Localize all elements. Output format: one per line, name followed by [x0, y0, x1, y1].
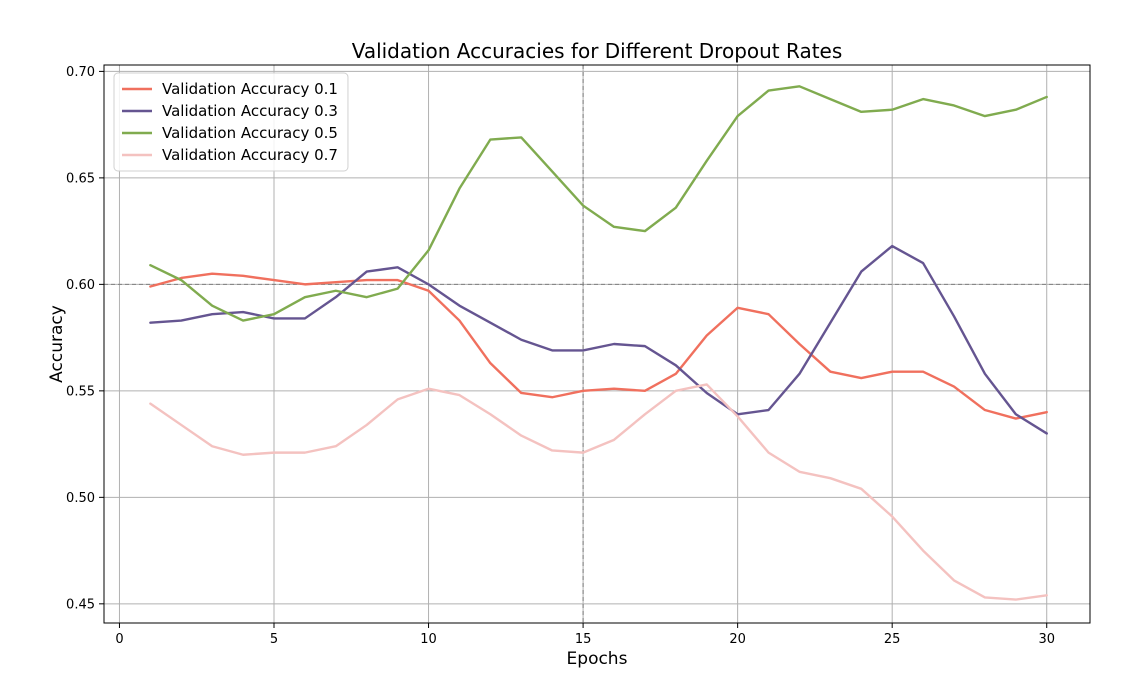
plot-frame	[103, 64, 1091, 624]
y-tick-label: 0.45	[66, 597, 95, 612]
x-tick-label: 25	[884, 632, 901, 647]
legend-box	[113, 72, 349, 172]
y-tick-label: 0.50	[66, 491, 95, 506]
y-tick-label: 0.65	[66, 171, 95, 186]
legend-label: Validation Accuracy 0.1	[162, 80, 338, 98]
legend-label: Validation Accuracy 0.3	[162, 102, 338, 120]
x-axis-title: Epochs	[567, 649, 628, 669]
series-line-3	[149, 85, 1048, 322]
series-line-1	[149, 272, 1048, 420]
chart-title: Validation Accuracies for Different Drop…	[352, 39, 843, 63]
series-line-2	[149, 244, 1048, 435]
y-tick-label: 0.55	[66, 384, 95, 399]
y-axis-title: Accuracy	[47, 305, 67, 383]
legend-label: Validation Accuracy 0.7	[162, 146, 338, 164]
legend-label: Validation Accuracy 0.5	[162, 124, 338, 142]
axis-ticks: 0 5 10 15 20 25 30 0.45 0.50 0.55 0.60 0.65 0.70	[66, 65, 1055, 647]
x-tick-label: 15	[575, 632, 592, 647]
series-line-4	[149, 383, 1048, 601]
x-tick-label: 30	[1038, 632, 1055, 647]
y-tick-label: 0.60	[66, 278, 95, 293]
x-tick-label: 0	[115, 632, 123, 647]
x-tick-label: 20	[729, 632, 746, 647]
reference-lines	[104, 65, 1090, 623]
x-tick-label: 10	[420, 632, 437, 647]
x-tick-label: 5	[270, 632, 278, 647]
series-lines	[149, 85, 1048, 601]
legend: Validation Accuracy 0.1 Validation Accura…	[113, 72, 349, 172]
y-tick-label: 0.70	[66, 65, 95, 80]
